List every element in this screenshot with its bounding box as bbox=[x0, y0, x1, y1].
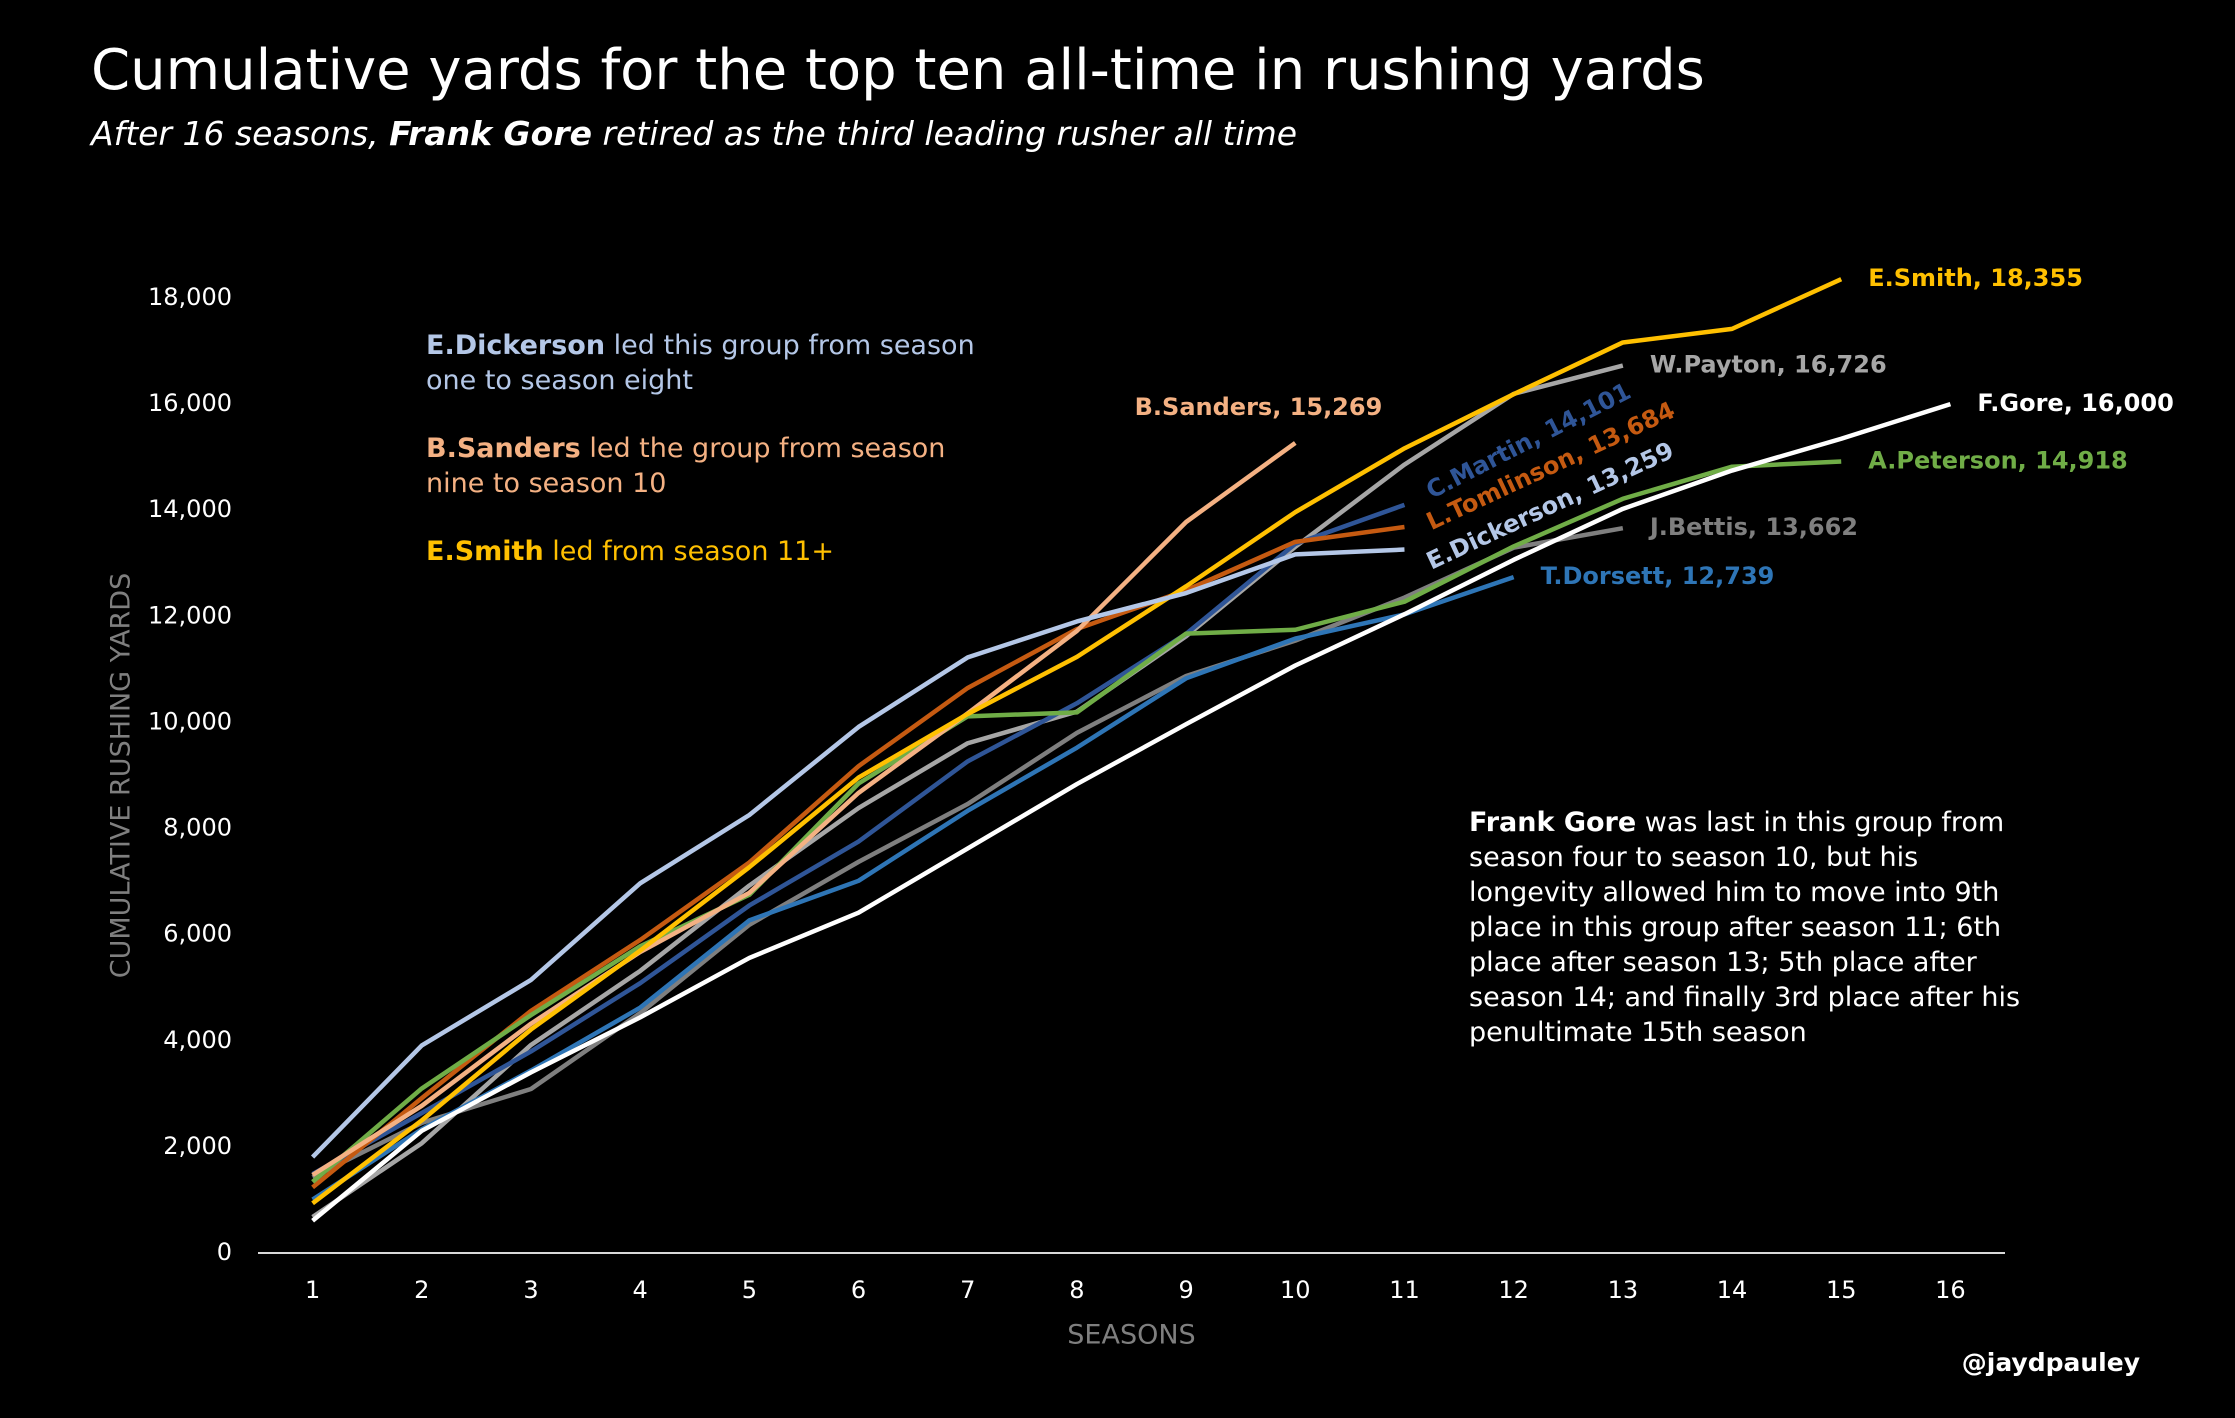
note-part: was last in this group from season four … bbox=[1469, 807, 2021, 1048]
note: E.Smith led from season 11+ bbox=[426, 534, 986, 569]
series-line bbox=[311, 574, 1515, 1202]
annotations: E.Dickerson led this group from season o… bbox=[426, 328, 986, 602]
series-line bbox=[311, 525, 1624, 1180]
x-tick-label: 6 bbox=[851, 1276, 866, 1304]
x-tick-label: 4 bbox=[633, 1276, 648, 1304]
subtitle-part: After 16 seasons, bbox=[91, 114, 390, 153]
note-part: E.Smith bbox=[426, 536, 544, 567]
gore-annotation: Frank Gore was last in this group from s… bbox=[1469, 805, 2039, 1050]
x-tick-label: 13 bbox=[1608, 1276, 1639, 1304]
y-tick-label: 16,000 bbox=[148, 389, 232, 417]
series-end-label: B.Sanders, 15,269 bbox=[1135, 393, 1383, 421]
y-tick-label: 12,000 bbox=[148, 601, 232, 629]
chart-subtitle: After 16 seasons, Frank Gore retired as … bbox=[91, 114, 1297, 153]
x-tick-label: 15 bbox=[1826, 1276, 1857, 1304]
y-tick-label: 8,000 bbox=[163, 814, 232, 842]
series-line bbox=[311, 363, 1624, 1219]
note-part: led this group from season one to season… bbox=[426, 330, 975, 396]
x-tick-label: 9 bbox=[1178, 1276, 1193, 1304]
note-part: led the group from season nine to season… bbox=[426, 433, 946, 499]
x-tick-label: 16 bbox=[1935, 1276, 1966, 1304]
series-line bbox=[310, 547, 1405, 1159]
note-part: B.Sanders bbox=[426, 433, 581, 464]
x-tick-label: 8 bbox=[1069, 1276, 1084, 1304]
y-tick-label: 2,000 bbox=[163, 1132, 232, 1160]
series-line bbox=[311, 459, 1842, 1184]
subtitle-part: retired as the third leading rusher all … bbox=[591, 114, 1298, 153]
series-line bbox=[311, 441, 1297, 1177]
series-end-label: T.Dorsett, 12,739 bbox=[1541, 562, 1775, 590]
series-end-label: J.Bettis, 13,662 bbox=[1648, 513, 1858, 541]
y-axis-title: CUMULATIVE RUSHING YARDS bbox=[106, 573, 137, 978]
chart-title: Cumulative yards for the top ten all-tim… bbox=[91, 38, 1705, 103]
credit: @jaydpauley bbox=[1961, 1348, 2140, 1377]
series-line bbox=[311, 401, 1952, 1223]
note-part: Frank Gore bbox=[1469, 807, 1637, 838]
x-tick-label: 12 bbox=[1498, 1276, 1529, 1304]
series-end-label: W.Payton, 16,726 bbox=[1650, 351, 1887, 379]
note-part: led from season 11+ bbox=[543, 536, 834, 567]
x-tick-label: 5 bbox=[742, 1276, 757, 1304]
x-tick-label: 14 bbox=[1717, 1276, 1748, 1304]
note: B.Sanders led the group from season nine… bbox=[426, 431, 986, 501]
x-tick-label: 1 bbox=[305, 1276, 320, 1304]
y-tick-label: 10,000 bbox=[148, 707, 232, 735]
series-end-label: F.Gore, 16,000 bbox=[1977, 389, 2173, 417]
x-tick-label: 10 bbox=[1280, 1276, 1311, 1304]
x-tick-label: 2 bbox=[414, 1276, 429, 1304]
y-tick-label: 14,000 bbox=[148, 495, 232, 523]
x-tick-label: 7 bbox=[960, 1276, 975, 1304]
series-end-label: A.Peterson, 14,918 bbox=[1868, 447, 2128, 475]
subtitle-part: Frank Gore bbox=[389, 114, 592, 153]
note: E.Dickerson led this group from season o… bbox=[426, 328, 986, 398]
x-tick-label: 3 bbox=[523, 1276, 538, 1304]
y-tick-label: 18,000 bbox=[148, 283, 232, 311]
series-line bbox=[311, 502, 1406, 1177]
y-tick-label: 0 bbox=[217, 1238, 232, 1266]
y-tick-label: 6,000 bbox=[163, 920, 232, 948]
x-tick-label: 11 bbox=[1389, 1276, 1420, 1304]
note-part: E.Dickerson bbox=[426, 330, 606, 361]
series-end-label: E.Smith, 18,355 bbox=[1868, 264, 2083, 292]
series-line bbox=[311, 277, 1843, 1206]
y-tick-label: 4,000 bbox=[163, 1026, 232, 1054]
series-line bbox=[311, 524, 1405, 1190]
x-axis-title: SEASONS bbox=[1067, 1320, 1195, 1351]
